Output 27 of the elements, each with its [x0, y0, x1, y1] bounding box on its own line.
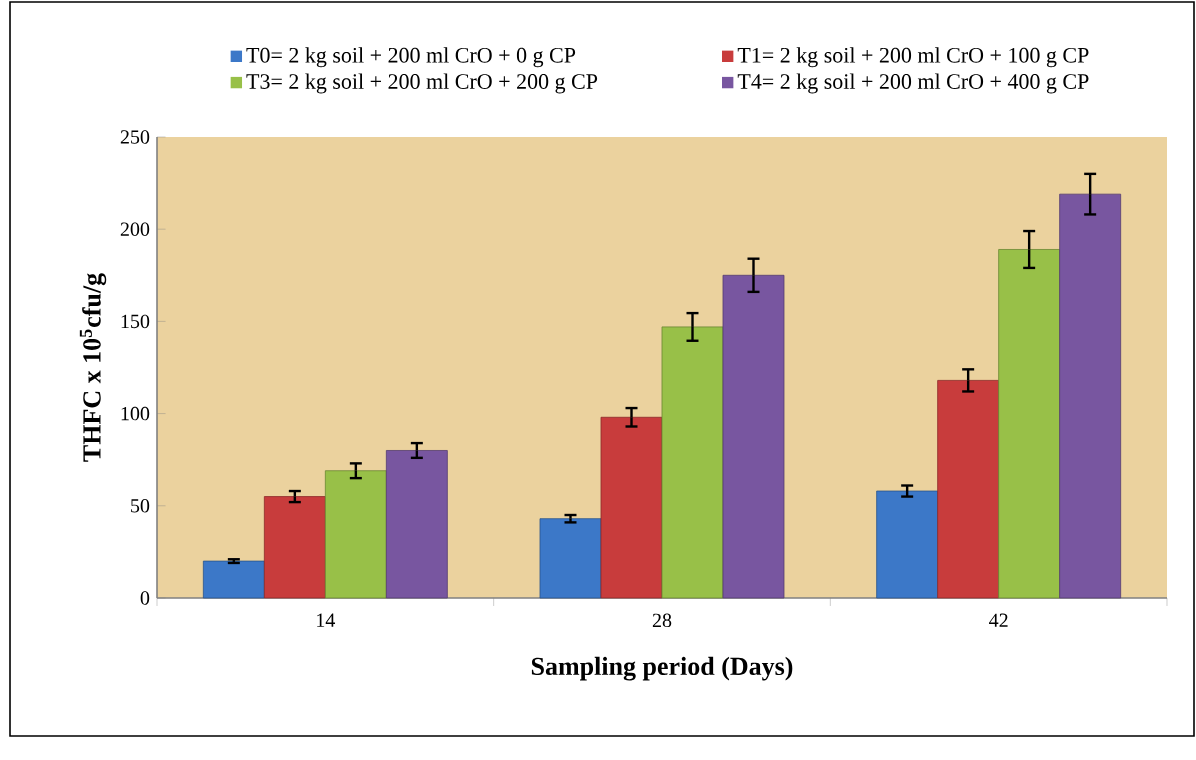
- bar: [937, 380, 1000, 599]
- x-axis-title: Sampling period (Days): [531, 656, 793, 681]
- bar: [661, 326, 724, 599]
- legend-label: T1= 2 kg soil + 200 ml CrO + 100 g CP: [737, 47, 1089, 68]
- bar: [263, 496, 326, 599]
- x-tick-label: 42: [989, 613, 1008, 627]
- bar: [539, 518, 602, 599]
- y-axis-title: THFC x 10$^{5}$cfu/g: [79, 273, 107, 462]
- y-tick-label: 250: [120, 130, 150, 144]
- y-tick-label: 200: [120, 222, 150, 236]
- bar: [722, 274, 785, 599]
- legend-label: T0= 2 kg soil + 200 ml CrO + 0 g CP: [246, 47, 576, 68]
- bar: [600, 416, 663, 599]
- bar: [876, 490, 939, 599]
- legend-label: T4= 2 kg soil + 200 ml CrO + 400 g CP: [737, 73, 1089, 94]
- bar: [385, 450, 448, 599]
- y-tick-label: 150: [121, 314, 150, 329]
- y-tick-label: 50: [131, 499, 150, 513]
- x-tick-label: 28: [652, 613, 672, 628]
- y-tick-label: 0: [140, 591, 150, 605]
- bar: [998, 249, 1061, 599]
- bar: [1059, 193, 1122, 599]
- bar: [324, 470, 387, 599]
- legend-label: T3= 2 kg soil + 200 ml CrO + 200 g CP: [246, 73, 598, 94]
- y-tick-label: 100: [121, 406, 150, 421]
- bar: [202, 560, 265, 599]
- x-tick-label: 14: [317, 613, 336, 627]
